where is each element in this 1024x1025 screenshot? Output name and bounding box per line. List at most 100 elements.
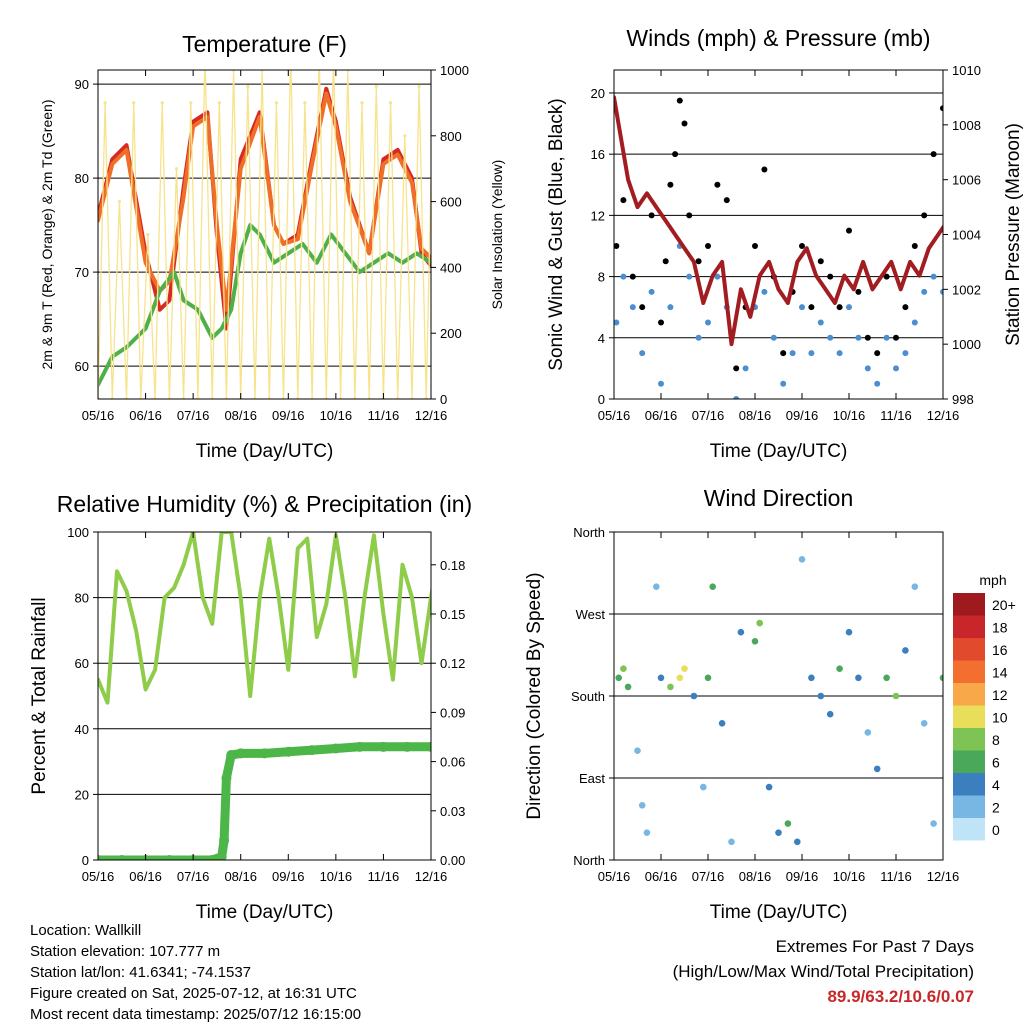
x-axis-label: Time (Day/UTC) [196,902,334,923]
data-point [902,647,909,654]
colorbar: mph 20+ 18 16 14 12 10 8 6 4 2 0 [953,572,1016,841]
data-point [855,334,862,341]
data-point [658,380,664,387]
data-point [667,181,674,188]
data-point [795,260,799,264]
y-axis-label: Sonic Wind & Gust (Blue, Black) [546,98,567,370]
data-point [705,319,711,326]
data-point [808,674,815,682]
data-point [191,120,195,124]
y-axis-label: Direction (Colored By Speed) [524,572,545,819]
y-tick-label: North [573,525,605,540]
y-tick-label: 20 [75,787,89,802]
x-tick-label: 06/16 [645,869,678,884]
x-tick-label: 06/16 [129,408,162,423]
data-point [220,326,224,331]
data-point [855,288,862,295]
chart-3: Wind Direction Time (Day/UTC) 05/16 06/16 07… [524,485,1016,923]
y-tick-label: 0 [82,853,89,868]
data-point [662,258,669,265]
data-point [453,158,456,161]
data-point [714,273,721,280]
data-point [780,350,787,357]
data-point [400,563,405,567]
data-point [700,783,707,791]
data-point [189,101,193,105]
x-tick-label: 05/16 [598,408,631,423]
data-point [474,742,484,752]
y-tick-label: 80 [75,171,89,186]
data-point [883,674,890,682]
y-tick-label: 60 [75,656,89,671]
data-point [477,635,480,638]
x-tick-label: 08/16 [224,408,257,423]
data-point [617,123,621,127]
data-point [808,350,815,357]
y-tick-label: 40 [75,722,89,737]
colorbar-swatch [953,750,985,773]
data-point [686,273,693,280]
x-tick-label: 06/16 [129,869,162,884]
data-point [105,700,110,705]
data-point [817,319,824,326]
colorbar-swatch [953,795,985,818]
data-point [391,678,395,682]
data-point [381,157,386,161]
data-point [182,195,186,199]
data-point [987,289,993,295]
data-point [296,237,300,241]
extremes-legend: (High/Low/Max Wind/Total Precipitation) [672,962,974,981]
data-point [403,134,407,138]
chart-title: Winds (mph) & Pressure (mb) [626,25,930,51]
data-point [946,219,949,222]
y2-tick-label: 1004 [952,228,981,243]
data-point [221,773,232,783]
data-point [817,258,824,265]
colorbar-label: 6 [992,755,1000,771]
data-point [770,334,777,341]
y2-tick-label: 800 [440,129,462,144]
data-point [439,540,442,543]
data-point [870,287,875,291]
data-point [965,205,968,208]
data-point [654,205,658,209]
data-point [201,596,205,600]
x-tick-label: 12/16 [415,869,448,884]
data-point [358,270,362,274]
data-point [388,101,393,105]
data-point [419,661,424,665]
x-axis-label: Time (Day/UTC) [710,441,848,462]
data-point [639,304,646,311]
y2-tick-label: 0 [440,392,447,407]
data-point [467,397,470,400]
plot-frame [97,69,432,400]
data-point [639,350,646,357]
station-info: Location: Wallkill Station elevation: 10… [30,920,361,1025]
y2-tick-label: 1000 [952,337,981,352]
data-point [711,274,715,278]
data-point [153,668,157,672]
data-point [911,319,918,326]
data-point [115,569,119,573]
y-tick-label: 60 [75,359,89,374]
data-point [110,162,114,166]
data-point [775,829,782,836]
data-point [164,855,175,860]
data-point [381,612,386,616]
data-point [653,583,660,590]
data-point [939,674,943,682]
y2-tick-label: 0.18 [440,558,465,573]
data-point [978,274,984,280]
data-point [917,274,922,278]
colorbar-swatch [953,660,985,683]
y2-axis-label: Solar Insolation (Yellow) [489,160,505,310]
data-point [248,694,252,698]
x-tick-label: 07/16 [692,869,725,884]
extremes-values: 89.9/63.2/10.6/0.07 [827,987,974,1006]
x-tick-label: 09/16 [272,869,305,884]
data-point [629,273,636,280]
data-point [930,151,937,158]
x-axis-label: Time (Day/UTC) [710,902,848,923]
data-point [940,288,943,295]
data-point [296,546,300,551]
